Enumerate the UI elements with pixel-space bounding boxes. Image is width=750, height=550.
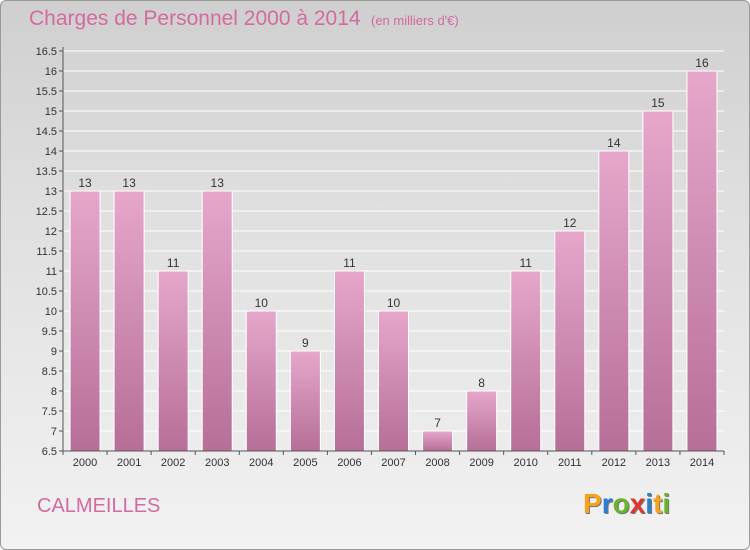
logo-letter: o <box>612 488 630 519</box>
y-tick-label: 15 <box>45 106 57 118</box>
x-tick-label: 2000 <box>73 457 97 469</box>
y-tick-label: 12 <box>45 226 57 238</box>
x-tick-label: 2007 <box>381 457 405 469</box>
bars: 13 13 11 13 10 9 11 10 7 8 11 12 14 15 16 <box>69 56 718 452</box>
logo-letter: i <box>662 488 671 519</box>
bar-value-label: 15 <box>651 96 665 110</box>
y-tick-label: 10.5 <box>36 286 57 298</box>
x-tick-label: 2003 <box>205 457 229 469</box>
y-tick-label: 7 <box>51 426 57 438</box>
y-tick-label: 10 <box>45 306 57 318</box>
x-tick-label: 2008 <box>425 457 449 469</box>
y-tick-label: 11.5 <box>36 246 57 258</box>
axes: 6.5 7 7.5 8 8.5 9 9.5 10 10.5 11 11.5 12 12.5 13 13.5 1… <box>36 46 725 469</box>
logo-letter: P <box>583 488 602 519</box>
proxiti-logo: Proxiti <box>583 488 670 520</box>
y-tick-label: 6.5 <box>42 446 57 458</box>
bar <box>598 150 630 452</box>
bar-value-label: 13 <box>211 176 225 190</box>
x-tick-label: 2011 <box>558 457 582 469</box>
y-tick-label: 8.5 <box>42 366 57 378</box>
x-tick-label: 2006 <box>337 457 361 469</box>
y-tick-label: 14 <box>45 146 57 158</box>
bar <box>289 350 321 452</box>
x-tick-label: 2013 <box>646 457 670 469</box>
bar <box>157 270 189 452</box>
bar-value-label: 8 <box>478 376 485 390</box>
logo-letter: t <box>653 488 663 519</box>
bar <box>686 70 718 452</box>
x-tick-label: 2009 <box>469 457 493 469</box>
bar-value-label: 16 <box>695 56 709 70</box>
x-tick-label: 2012 <box>602 457 626 469</box>
logo-letter: r <box>601 488 613 519</box>
x-tick-label: 2010 <box>513 457 537 469</box>
y-tick-label: 8 <box>51 386 57 398</box>
bar-value-label: 9 <box>302 336 309 350</box>
chart-subtitle: (en milliers d'€) <box>371 13 459 28</box>
y-tick-label: 7.5 <box>42 406 57 418</box>
x-tick-label: 2002 <box>161 457 185 469</box>
bar <box>378 310 409 452</box>
y-tick-label: 12.5 <box>36 206 57 218</box>
bar <box>333 270 365 452</box>
y-tick-label: 15.5 <box>36 86 57 98</box>
y-tick-label: 11 <box>46 266 57 278</box>
y-tick-label: 9.5 <box>42 326 57 338</box>
bar-value-label: 10 <box>255 296 269 310</box>
x-tick-label: 2004 <box>249 457 273 469</box>
logo-letter: i <box>645 488 654 519</box>
bar <box>554 230 586 452</box>
x-tick-label: 2005 <box>293 457 317 469</box>
bar-value-label: 11 <box>343 256 356 270</box>
y-tick-label: 9 <box>51 346 57 358</box>
bar <box>466 390 498 452</box>
x-tick-label: 2014 <box>690 457 714 469</box>
bar <box>510 270 542 452</box>
commune-name: CALMEILLES <box>37 495 161 517</box>
bar-value-label: 10 <box>387 296 401 310</box>
bar-value-label: 7 <box>434 416 441 430</box>
bar <box>422 430 454 452</box>
bar <box>245 310 277 452</box>
y-tick-label: 16 <box>45 66 57 78</box>
y-tick-label: 14.5 <box>36 126 57 138</box>
y-tick-label: 13 <box>45 186 57 198</box>
bar <box>642 110 674 452</box>
bar-value-label: 13 <box>78 176 92 190</box>
chart-title: Charges de Personnel 2000 à 2014 <box>29 7 361 30</box>
bar-value-label: 14 <box>607 136 621 150</box>
logo-letter: x <box>629 488 646 519</box>
bar <box>69 190 101 452</box>
bar-value-label: 12 <box>563 216 577 230</box>
bar <box>201 190 233 452</box>
y-tick-label: 16.5 <box>36 46 57 58</box>
y-tick-label: 13.5 <box>36 166 57 178</box>
bar-value-label: 13 <box>122 176 136 190</box>
bar-value-label: 11 <box>519 256 532 270</box>
bar <box>113 190 145 452</box>
x-tick-label: 2001 <box>117 457 141 469</box>
bar-value-label: 11 <box>167 256 180 270</box>
